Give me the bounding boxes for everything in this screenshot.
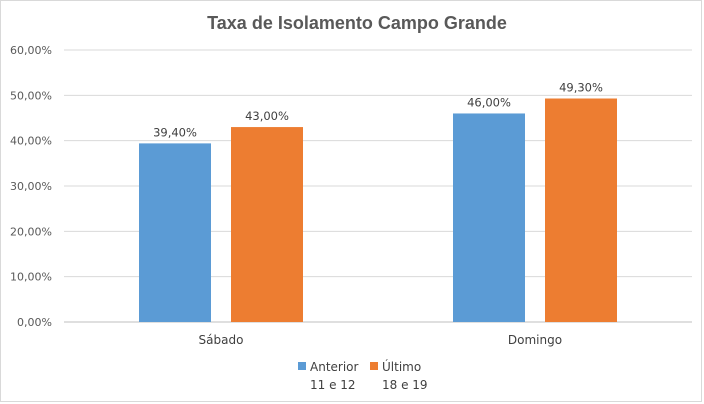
- category-label: Domingo: [508, 333, 562, 347]
- x-axis-categories: Sábado Domingo: [199, 333, 563, 347]
- bar: [139, 143, 211, 322]
- bars: [139, 98, 617, 322]
- legend: Anterior 11 e 12 Último 18 e 19: [298, 359, 428, 392]
- legend-label: 18 e 19: [382, 378, 428, 392]
- data-label: 43,00%: [245, 109, 289, 123]
- y-tick-label: 10,00%: [10, 271, 52, 284]
- legend-swatch: [370, 362, 378, 370]
- data-label: 46,00%: [467, 95, 511, 109]
- y-tick-label: 30,00%: [10, 180, 52, 193]
- data-label: 49,30%: [559, 81, 603, 95]
- bar: [231, 127, 303, 322]
- y-tick-label: 20,00%: [10, 225, 52, 238]
- category-label: Sábado: [199, 333, 244, 347]
- data-label: 39,40%: [153, 125, 197, 139]
- y-tick-label: 60,00%: [10, 44, 52, 57]
- bar: [545, 98, 617, 322]
- legend-swatch: [298, 362, 306, 370]
- y-tick-label: 50,00%: [10, 89, 52, 102]
- legend-label: Último: [382, 359, 421, 374]
- bar: [453, 113, 525, 322]
- y-tick-label: 40,00%: [10, 135, 52, 148]
- y-axis-ticks: 0,00% 10,00% 20,00% 30,00% 40,00% 50,00% 60,00…: [10, 44, 52, 329]
- data-labels: 39,40% 43,00% 46,00% 49,30%: [153, 81, 603, 140]
- chart-title: Taxa de Isolamento Campo Grande: [207, 13, 507, 33]
- y-tick-label: 0,00%: [17, 316, 52, 329]
- legend-label: Anterior: [310, 360, 359, 374]
- legend-label: 11 e 12: [310, 378, 356, 392]
